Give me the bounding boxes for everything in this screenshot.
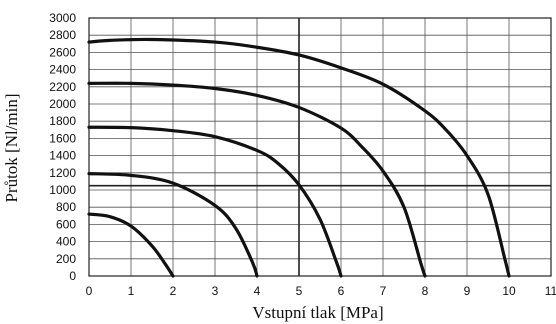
y-tick-label: 1600 [49, 131, 76, 145]
x-tick-label: 7 [380, 284, 387, 298]
y-tick-label: 800 [56, 200, 76, 214]
x-tick-label: 4 [254, 284, 261, 298]
reference-lines [89, 18, 551, 276]
x-tick-label: 8 [422, 284, 429, 298]
x-tick-label: 3 [212, 284, 219, 298]
y-tick-label: 2200 [49, 80, 76, 94]
x-axis-title: Vstupní tlak [MPa] [252, 303, 383, 322]
curves [87, 37, 511, 278]
y-tick-label: 2000 [49, 97, 76, 111]
x-tick-label: 11 [545, 284, 556, 298]
series-line [87, 81, 427, 278]
y-tick-label: 2800 [49, 28, 76, 42]
y-axis-title: Průtok [Nl/min] [2, 93, 21, 202]
y-tick-label: 1800 [49, 114, 76, 128]
x-tick-label: 5 [296, 284, 303, 298]
x-tick-label: 10 [502, 284, 516, 298]
y-tick-labels: 0 200 400 600 800 1000 1200 1400 1600 1800 2000 220… [49, 11, 76, 283]
y-tick-label: 2400 [49, 63, 76, 77]
y-tick-label: 400 [56, 235, 76, 249]
series-line [87, 125, 343, 278]
y-tick-label: 2600 [49, 45, 76, 59]
x-tick-labels: 0 1 2 3 4 5 6 7 8 9 10 11 [86, 284, 556, 298]
y-tick-label: 1200 [49, 166, 76, 180]
series-line [87, 212, 175, 278]
y-tick-label: 1000 [49, 183, 76, 197]
grid [89, 18, 551, 276]
x-tick-label: 0 [86, 284, 93, 298]
y-tick-label: 3000 [49, 11, 76, 25]
y-tick-label: 200 [56, 252, 76, 266]
x-tick-label: 1 [128, 284, 135, 298]
y-tick-label: 600 [56, 217, 76, 231]
x-tick-label: 9 [464, 284, 471, 298]
series-line [87, 37, 511, 278]
x-tick-label: 2 [170, 284, 177, 298]
y-tick-label: 1400 [49, 149, 76, 163]
series-line [87, 172, 259, 278]
x-tick-label: 6 [338, 284, 345, 298]
plot-frame [88, 17, 552, 277]
y-tick-label: 0 [69, 269, 76, 283]
